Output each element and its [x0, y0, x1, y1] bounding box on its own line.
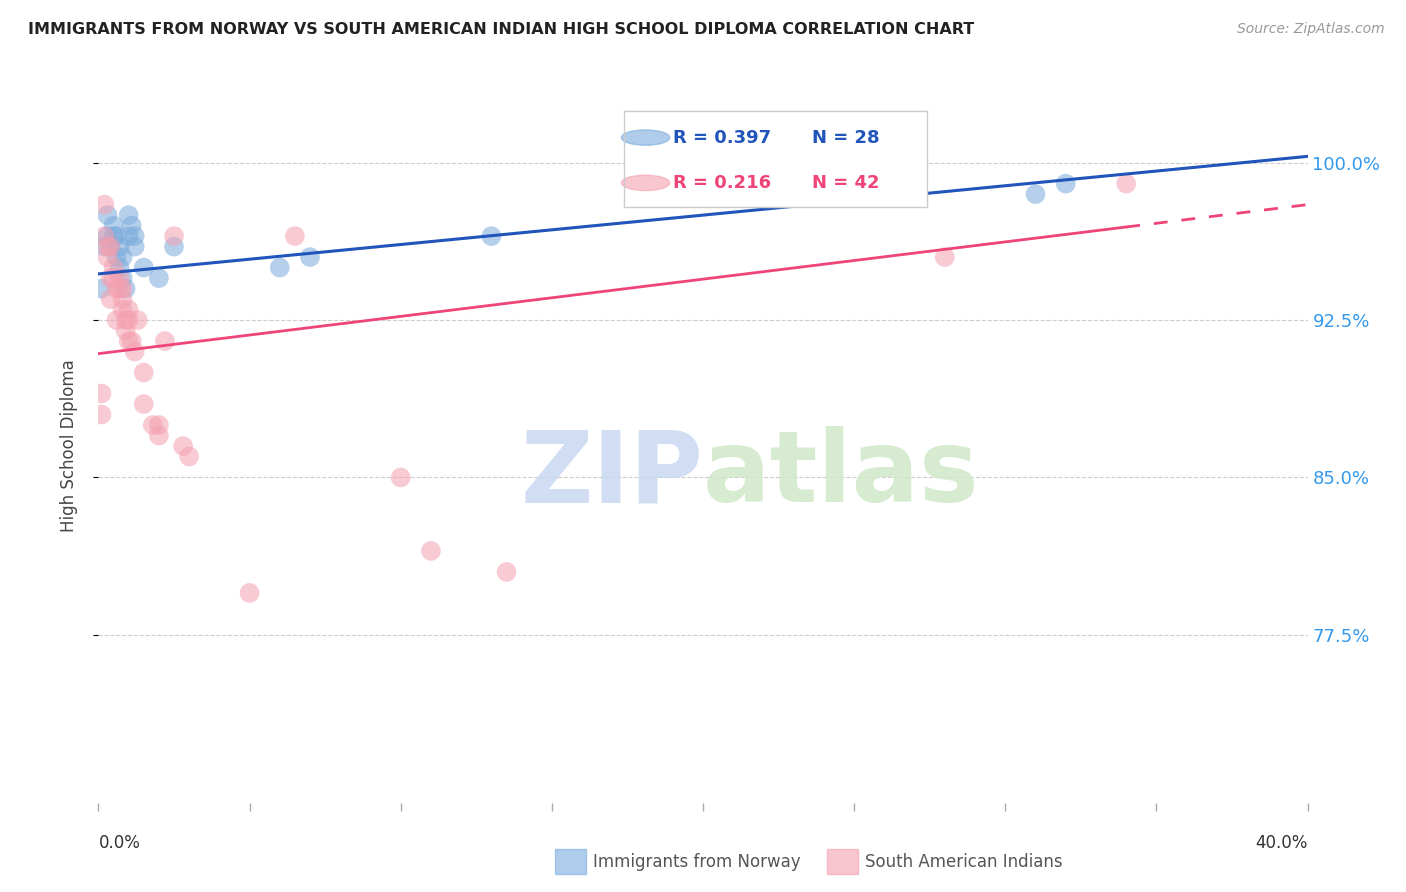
Point [108, 239, 131, 253]
Point [114, 324, 136, 338]
Point [114, 313, 136, 327]
Text: IMMIGRANTS FROM NORWAY VS SOUTH AMERICAN INDIAN HIGH SCHOOL DIPLOMA CORRELATION : IMMIGRANTS FROM NORWAY VS SOUTH AMERICAN… [28, 22, 974, 37]
Point [163, 229, 186, 244]
Point [100, 292, 122, 306]
Point [103, 229, 125, 244]
Point [163, 239, 186, 253]
Point [111, 250, 134, 264]
Point [121, 334, 143, 348]
Point [93, 229, 115, 244]
Point [111, 282, 134, 296]
Point [96, 239, 118, 253]
Point [299, 250, 322, 264]
Point [495, 565, 517, 579]
Point [103, 219, 125, 233]
Point [1024, 187, 1046, 202]
Point [269, 260, 291, 275]
Point [844, 177, 866, 191]
Text: 0.0%: 0.0% [98, 834, 141, 852]
Point [481, 229, 503, 244]
Point [103, 271, 125, 285]
Text: South American Indians: South American Indians [865, 853, 1063, 871]
Point [103, 260, 125, 275]
Point [93, 197, 115, 211]
Text: atlas: atlas [703, 426, 980, 523]
Point [239, 586, 262, 600]
Point [96, 229, 118, 244]
Point [114, 282, 136, 296]
Point [124, 239, 146, 253]
Point [90, 408, 112, 422]
Text: Immigrants from Norway: Immigrants from Norway [593, 853, 801, 871]
Point [142, 417, 165, 432]
Point [153, 334, 176, 348]
Point [148, 417, 170, 432]
Point [96, 250, 118, 264]
Point [96, 208, 118, 222]
Point [90, 386, 112, 401]
Point [105, 250, 128, 264]
Point [934, 250, 956, 264]
Text: 40.0%: 40.0% [1256, 834, 1308, 852]
Point [105, 282, 128, 296]
Point [389, 470, 412, 484]
Point [118, 302, 141, 317]
Point [100, 271, 122, 285]
Point [111, 302, 134, 317]
Point [105, 313, 128, 327]
Point [108, 260, 131, 275]
Point [127, 313, 149, 327]
Point [124, 344, 146, 359]
Point [148, 271, 170, 285]
Point [111, 271, 134, 285]
Point [108, 271, 131, 285]
Point [1054, 177, 1077, 191]
Text: ZIP: ZIP [520, 426, 703, 523]
Point [111, 292, 134, 306]
Y-axis label: High School Diploma: High School Diploma [59, 359, 77, 533]
Point [105, 229, 128, 244]
Point [132, 260, 155, 275]
Point [90, 282, 112, 296]
Point [118, 313, 141, 327]
Point [132, 366, 155, 380]
Point [132, 397, 155, 411]
Point [118, 229, 141, 244]
Point [179, 450, 201, 464]
Point [100, 239, 122, 253]
Point [108, 282, 131, 296]
Point [124, 229, 146, 244]
Point [118, 334, 141, 348]
Point [118, 208, 141, 222]
Point [284, 229, 307, 244]
Text: Source: ZipAtlas.com: Source: ZipAtlas.com [1237, 22, 1385, 37]
Point [172, 439, 194, 453]
Point [148, 428, 170, 442]
Point [1115, 177, 1137, 191]
Point [420, 544, 443, 558]
Point [93, 239, 115, 253]
Point [100, 239, 122, 253]
Point [121, 219, 143, 233]
